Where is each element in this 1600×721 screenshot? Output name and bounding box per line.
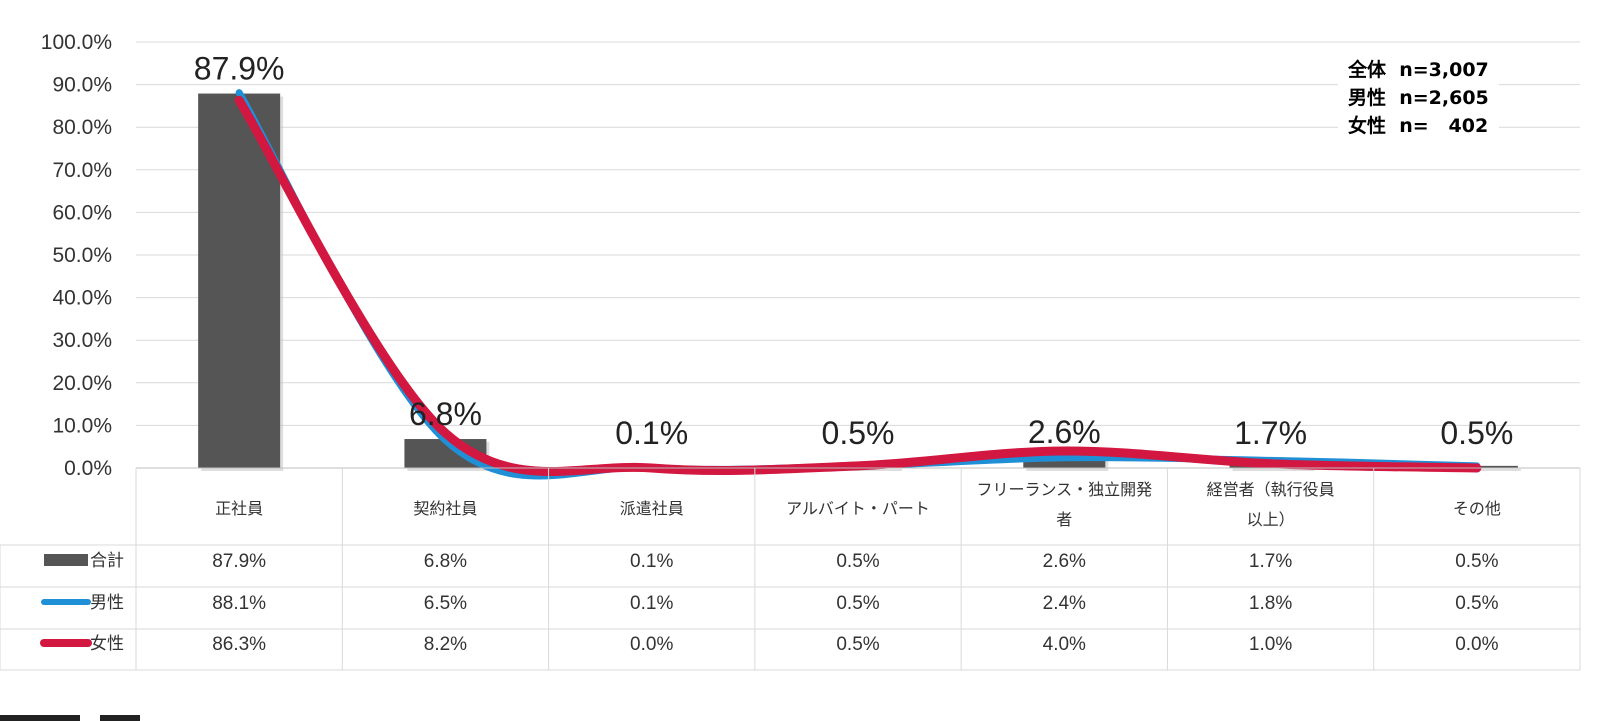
y-tick-label: 60.0% xyxy=(52,201,112,224)
bar-value-label: 2.6% xyxy=(1028,414,1101,450)
bar-value-label: 1.7% xyxy=(1234,415,1307,451)
table-cell: 2.6% xyxy=(1043,551,1086,572)
table-cell: 0.5% xyxy=(836,551,879,572)
table-cell: 0.5% xyxy=(836,634,879,655)
y-tick-label: 100.0% xyxy=(41,31,112,54)
bar-value-label: 0.5% xyxy=(1440,415,1513,451)
category-label: 契約社員 xyxy=(413,499,477,518)
y-tick-label: 10.0% xyxy=(52,414,112,437)
note-line-all: 全体 n=3,007 xyxy=(1348,59,1489,81)
category-label: 派遣社員 xyxy=(620,499,684,518)
legend-label: 女性 xyxy=(90,634,124,654)
table-cell: 87.9% xyxy=(212,551,266,572)
legend-label: 男性 xyxy=(90,593,124,613)
bar-value-label: 0.5% xyxy=(822,415,895,451)
table-cell: 0.0% xyxy=(1455,634,1498,655)
bar xyxy=(1023,456,1106,468)
table-cell: 2.4% xyxy=(1043,593,1086,614)
note-line-female: 女性 n= 402 xyxy=(1348,115,1489,137)
bar-value-label: 6.8% xyxy=(409,396,482,432)
y-tick-label: 90.0% xyxy=(52,74,112,97)
table-cell: 86.3% xyxy=(212,634,266,655)
table-cell: 1.0% xyxy=(1249,634,1292,655)
table-cell: 0.1% xyxy=(630,593,673,614)
table-cell: 0.5% xyxy=(1455,551,1498,572)
category-label: 正社員 xyxy=(215,499,263,518)
table-cell: 4.0% xyxy=(1043,634,1086,655)
table-cell: 0.5% xyxy=(836,593,879,614)
table-cell: 0.5% xyxy=(1455,593,1498,614)
category-label: 者 xyxy=(1056,510,1072,529)
category-label: 経営者（執行役員 xyxy=(1207,480,1335,499)
category-label: 以上） xyxy=(1247,510,1295,529)
legend-label: 合計 xyxy=(90,551,124,571)
category-label: アルバイト・パート xyxy=(786,499,930,518)
table-cell: 0.0% xyxy=(630,634,673,655)
y-tick-label: 80.0% xyxy=(52,116,112,139)
table-cell: 6.5% xyxy=(424,593,467,614)
table-cell: 0.1% xyxy=(630,551,673,572)
y-tick-label: 30.0% xyxy=(52,329,112,352)
table-cell: 6.8% xyxy=(424,551,467,572)
y-tick-label: 40.0% xyxy=(52,287,112,310)
note-line-male: 男性 n=2,605 xyxy=(1348,87,1489,109)
category-label: フリーランス・独立開発 xyxy=(976,480,1152,499)
table-cell: 1.8% xyxy=(1249,593,1292,614)
y-axis: 0.0% 10.0% 20.0% 30.0% 40.0% 50.0% 60.0% 70.0% 8… xyxy=(41,31,112,480)
y-tick-label: 70.0% xyxy=(52,159,112,182)
bar-labels: 87.9% 6.8% 0.1% 0.5% 2.6% 1.7% 0.5% xyxy=(194,51,1514,451)
y-tick-label: 50.0% xyxy=(52,244,112,267)
footer-mark xyxy=(0,715,140,721)
bar-value-label: 0.1% xyxy=(615,415,688,451)
table-cell: 8.2% xyxy=(424,634,467,655)
legend-key-bar xyxy=(44,554,88,566)
y-tick-label: 20.0% xyxy=(52,372,112,395)
table-cell: 1.7% xyxy=(1249,551,1292,572)
sample-size-note: 全体 n=3,007 男性 n=2,605 女性 n= 402 xyxy=(1338,52,1499,144)
y-tick-label: 0.0% xyxy=(64,457,112,480)
table-cell: 88.1% xyxy=(212,593,266,614)
bar-value-label: 87.9% xyxy=(194,51,285,87)
category-label: その他 xyxy=(1453,499,1501,518)
series-lines xyxy=(234,89,1482,480)
series-line-female xyxy=(234,95,1482,476)
